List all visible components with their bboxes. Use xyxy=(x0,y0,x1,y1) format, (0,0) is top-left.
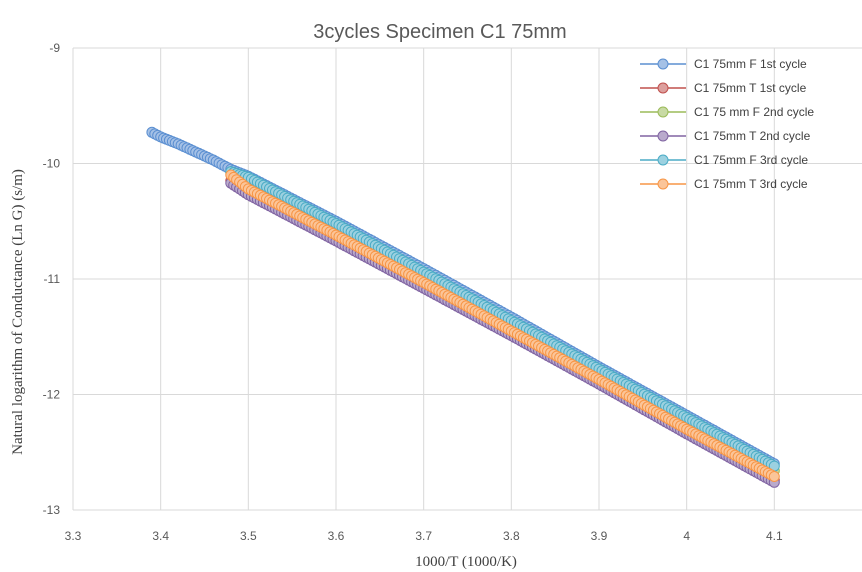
data-point xyxy=(768,471,780,482)
legend-item: C1 75mm T 2nd cycle xyxy=(640,129,811,143)
y-tick-label: -11 xyxy=(44,272,61,286)
series-layer xyxy=(146,126,780,488)
x-tick-label: 3.9 xyxy=(591,529,608,543)
series-5 xyxy=(225,166,780,472)
y-tick-label: -9 xyxy=(49,41,60,55)
grid xyxy=(72,47,862,511)
x-tick-label: 4 xyxy=(683,529,690,543)
legend-item: C1 75mm T 1st cycle xyxy=(640,81,807,95)
y-tick-label: -10 xyxy=(43,157,61,171)
legend-swatch-marker xyxy=(657,154,669,166)
legend-item: C1 75mm F 3rd cycle xyxy=(640,153,808,167)
x-tick-label: 3.6 xyxy=(328,529,345,543)
legend: C1 75mm F 1st cycle C1 75mm T 1st cycle C1… xyxy=(640,57,814,191)
legend-swatch-marker xyxy=(657,178,669,190)
legend-item: C1 75mm F 1st cycle xyxy=(640,57,807,71)
y-tick-label: -12 xyxy=(43,388,61,402)
x-tick-label: 3.7 xyxy=(415,529,432,543)
legend-label: C1 75mm F 3rd cycle xyxy=(694,153,808,167)
y-tick-label: -13 xyxy=(43,503,61,517)
x-axis-ticks: 3.3 3.4 3.5 3.6 3.7 3.8 3.9 4 4.1 xyxy=(65,529,783,543)
legend-label: C1 75mm F 1st cycle xyxy=(694,57,807,71)
chart-title: 3cycles Specimen C1 75mm xyxy=(313,21,566,43)
x-axis-label: 1000/T (1000/K) xyxy=(415,554,517,570)
x-tick-label: 4.1 xyxy=(766,529,783,543)
legend-label: C1 75mm T 1st cycle xyxy=(694,81,807,95)
y-axis-ticks: -9 -10 -11 -12 -13 xyxy=(43,41,61,517)
x-tick-label: 3.4 xyxy=(152,529,169,543)
legend-swatch-marker xyxy=(657,106,669,118)
series-6 xyxy=(225,169,780,482)
legend-item: C1 75 mm F 2nd cycle xyxy=(640,105,814,119)
x-tick-label: 3.3 xyxy=(65,529,82,543)
x-tick-label: 3.5 xyxy=(240,529,257,543)
legend-label: C1 75mm T 2nd cycle xyxy=(694,129,811,143)
y-axis-label: Natural logarithm of Conductance (Ln G) … xyxy=(10,169,26,455)
legend-swatch-marker xyxy=(657,82,669,94)
x-tick-label: 3.8 xyxy=(503,529,520,543)
legend-label: C1 75mm T 3rd cycle xyxy=(694,177,808,191)
legend-swatch-marker xyxy=(657,130,669,142)
legend-item: C1 75mm T 3rd cycle xyxy=(640,177,808,191)
legend-label: C1 75 mm F 2nd cycle xyxy=(694,105,814,119)
legend-swatch-marker xyxy=(657,58,669,70)
